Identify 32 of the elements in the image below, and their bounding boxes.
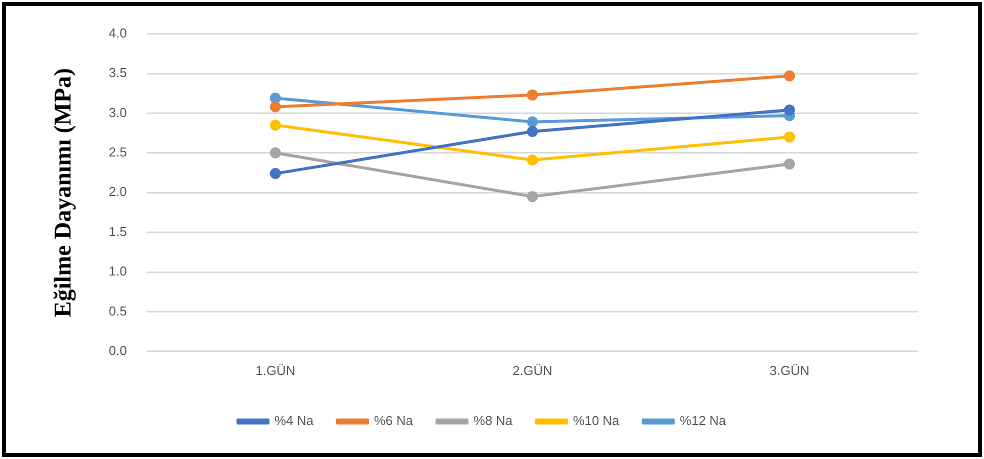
- y-axis-title: Eğilme Dayanımı (MPa): [50, 68, 77, 318]
- legend-label: %12 Na: [680, 413, 727, 428]
- point: [270, 101, 281, 112]
- point: [526, 89, 538, 100]
- point: [784, 132, 795, 143]
- point: [784, 104, 795, 116]
- point: [784, 158, 795, 170]
- legend-label: %8 Na: [474, 413, 514, 428]
- point: [270, 92, 281, 104]
- point: [270, 120, 281, 131]
- y-tick-label: 1.5: [108, 224, 127, 239]
- legend-label: %10 Na: [573, 413, 620, 428]
- point: [270, 168, 281, 180]
- y-tick-label: 2.0: [108, 184, 127, 200]
- x-tick-label: 3.GÜN: [770, 362, 810, 378]
- y-tick-label: 3.5: [108, 65, 127, 80]
- y-tick-label: 0.0: [108, 342, 127, 358]
- point: [526, 126, 538, 137]
- y-tick-label: 2.5: [108, 144, 127, 160]
- x-tick-label: 1.GÜN: [256, 362, 296, 378]
- x-tick-label: 2.GÜN: [512, 362, 552, 378]
- y-tick-label: 0.5: [108, 303, 127, 318]
- legend-label: %4 Na: [274, 413, 314, 428]
- point: [526, 191, 538, 202]
- point: [526, 116, 538, 128]
- point: [526, 154, 538, 166]
- point: [270, 147, 281, 158]
- y-tick-label: 3.0: [108, 104, 127, 120]
- y-tick-label: 4.0: [108, 25, 127, 40]
- y-tick-label: 1.0: [108, 264, 127, 279]
- legend-label: %6 Na: [374, 413, 414, 428]
- point: [784, 70, 795, 82]
